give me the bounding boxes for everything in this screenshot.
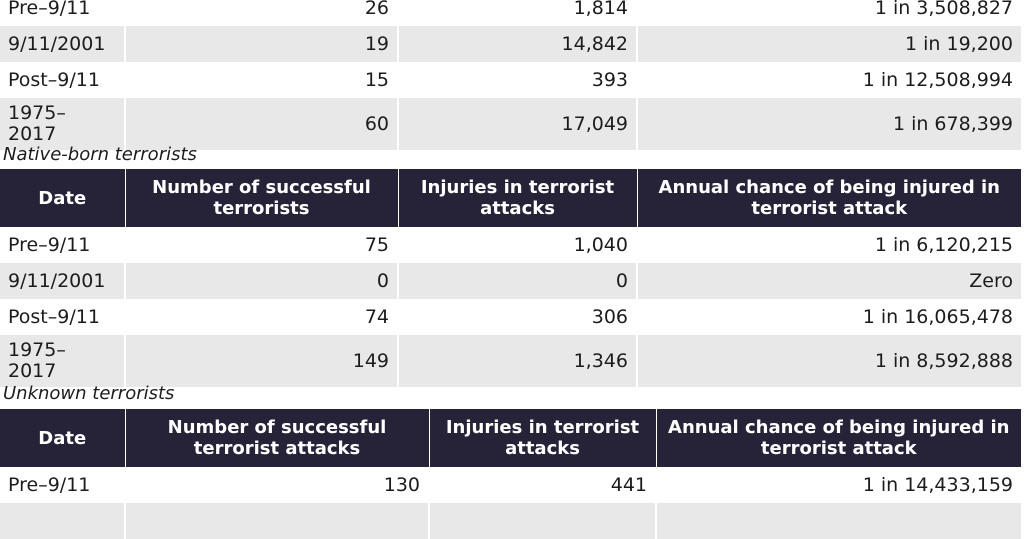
injuries-cell: 17,049 [397,98,637,150]
date-cell: Pre–9/11 [8,474,91,496]
chance-cell: 1 in 12,508,994 [636,62,1021,98]
table-row: Pre–9/11 130 441 1 in 14,433,159 [0,467,1021,503]
injuries-cell: 14,842 [397,26,637,62]
chance-cell [655,503,1021,539]
header-count: Number of successful terrorists [124,169,398,227]
count-cell: 0 [124,263,398,299]
date-cell: 9/11/2001 [0,26,125,62]
count-cell: 15 [124,62,398,98]
count-cell: 75 [124,227,398,263]
count-cell: 130 [124,467,429,503]
table-row: Pre–9/11 26 1,814 1 in 3,508,827 [0,0,1021,26]
table-row: 1975– 2017 60 17,049 1 in 678,399 [0,98,1021,150]
injuries-cell: 306 [397,299,637,335]
header-injuries: Injuries in terrorist attacks [428,409,656,467]
date-cell: Pre–9/11 [8,234,91,256]
injuries-cell: 1,040 [397,227,637,263]
date-cell: Post–9/11 [8,306,100,328]
chance-cell: 1 in 678,399 [636,98,1021,150]
table-caption: Unknown terrorists [3,383,175,404]
count-cell: 19 [124,26,398,62]
date-cell: Post–9/11 [8,69,100,91]
date-cell [0,503,125,539]
chance-cell: 1 in 19,200 [636,26,1021,62]
count-cell: 60 [124,98,398,150]
table-header-row: Date Number of successful terrorist atta… [0,409,1021,467]
count-cell [124,503,429,539]
table-row: Post–9/11 74 306 1 in 16,065,478 [0,299,1021,335]
date-cell: 1975– 2017 [0,98,125,150]
count-cell: 74 [124,299,398,335]
header-chance: Annual chance of being injured in terror… [636,169,1021,227]
table-row: Pre–9/11 75 1,040 1 in 6,120,215 [0,227,1021,263]
chance-cell: Zero [636,263,1021,299]
chance-cell: 1 in 3,508,827 [636,0,1021,26]
date-cell: 1975– 2017 [0,335,125,387]
date-cell: 9/11/2001 [0,263,125,299]
count-cell: 149 [124,335,398,387]
table-caption: Native-born terrorists [3,144,197,165]
header-date: Date [0,169,125,227]
chance-cell: 1 in 14,433,159 [655,467,1021,503]
chance-cell: 1 in 16,065,478 [636,299,1021,335]
table-native-born-terrorists: Date Number of successful terrorists Inj… [0,169,1021,387]
header-date: Date [0,409,125,467]
injuries-cell: 1,346 [397,335,637,387]
injuries-cell: 0 [397,263,637,299]
count-cell: 26 [124,0,398,26]
header-injuries: Injuries in terrorist attacks [397,169,637,227]
table-row: 1975– 2017 149 1,346 1 in 8,592,888 [0,335,1021,387]
header-chance: Annual chance of being injured in terror… [655,409,1021,467]
table-foreign-terrorists: Pre–9/11 26 1,814 1 in 3,508,827 9/11/20… [0,0,1021,150]
date-cell: Pre–9/11 [8,0,91,19]
injuries-cell: 393 [397,62,637,98]
table-row [0,503,1021,539]
table-row: 9/11/2001 0 0 Zero [0,263,1021,299]
injuries-cell [428,503,656,539]
chance-cell: 1 in 6,120,215 [636,227,1021,263]
table-row: 9/11/2001 19 14,842 1 in 19,200 [0,26,1021,62]
chance-cell: 1 in 8,592,888 [636,335,1021,387]
table-unknown-terrorists: Date Number of successful terrorist atta… [0,409,1021,539]
injuries-cell: 441 [428,467,656,503]
table-row: Post–9/11 15 393 1 in 12,508,994 [0,62,1021,98]
header-count: Number of successful terrorist attacks [124,409,429,467]
table-header-row: Date Number of successful terrorists Inj… [0,169,1021,227]
injuries-cell: 1,814 [397,0,637,26]
